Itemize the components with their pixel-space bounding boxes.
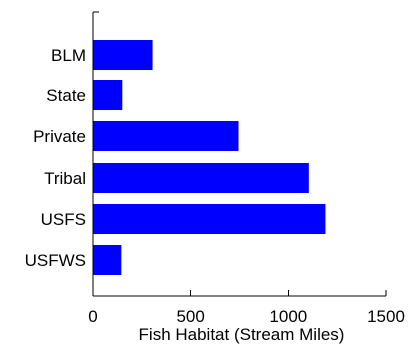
y-tick-label-usfws: USFWS [25,251,86,270]
x-tick-label-1000: 1000 [269,307,307,326]
x-tick-label-0: 0 [88,307,97,326]
y-tick-label-usfs: USFS [41,210,86,229]
x-tick-label-1500: 1500 [367,307,405,326]
y-tick-label-blm: BLM [51,46,86,65]
bar-blm [93,40,153,70]
y-tick-label-tribal: Tribal [44,169,86,188]
x-axis-title: Fish Habitat (Stream Miles) [139,325,345,344]
bar-usfs [93,204,326,234]
bar-private [93,121,239,151]
bar-state [93,80,123,110]
x-tick-label-500: 500 [176,307,204,326]
y-tick-label-private: Private [33,127,86,146]
y-axis-tick-labels: BLM State Private Tribal USFS USFWS [25,46,86,270]
x-axis-ticks: 0 500 1000 1500 [88,290,405,326]
plot-area [93,40,326,275]
bar-usfws [93,245,122,275]
y-tick-label-state: State [46,86,86,105]
bar-tribal [93,163,309,193]
